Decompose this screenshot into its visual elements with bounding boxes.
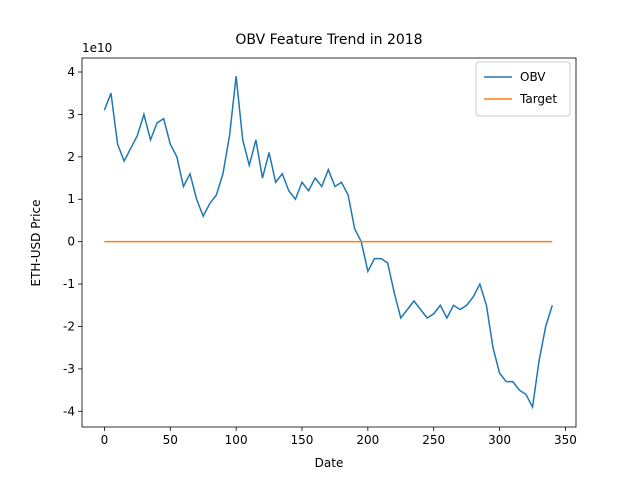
- x-tick-label: 50: [163, 433, 178, 447]
- legend-label: OBV: [520, 70, 546, 84]
- plot-frame: [81, 57, 577, 428]
- y-tick-label: 4: [67, 65, 75, 79]
- x-tick-label: 350: [554, 433, 577, 447]
- y-tick-label: -4: [63, 404, 75, 418]
- legend: OBV Target: [475, 61, 571, 117]
- y-tick-label: -3: [63, 362, 75, 376]
- x-tick-label: 200: [356, 433, 379, 447]
- chart-title: OBV Feature Trend in 2018: [235, 32, 422, 48]
- y-offset-label: 1e10: [82, 41, 112, 55]
- x-tick-label: 300: [488, 433, 511, 447]
- x-tick-label: 250: [422, 433, 445, 447]
- x-tick-label: 0: [101, 433, 109, 447]
- x-tick-label: 150: [291, 433, 314, 447]
- y-axis-label: ETH-USD Price: [29, 200, 43, 287]
- legend-box: [475, 61, 571, 117]
- x-axis-label: Date: [315, 456, 344, 470]
- series-line: [103, 76, 554, 410]
- y-tick-label: -1: [63, 277, 75, 291]
- x-tick-label: 100: [225, 433, 248, 447]
- y-tick-label: 0: [67, 235, 75, 249]
- y-tick-label: 1: [67, 192, 75, 206]
- y-tick-label: 3: [67, 107, 75, 121]
- legend-label: Target: [519, 92, 557, 106]
- y-tick-label: 2: [67, 150, 75, 164]
- y-tick-label: -2: [63, 319, 75, 333]
